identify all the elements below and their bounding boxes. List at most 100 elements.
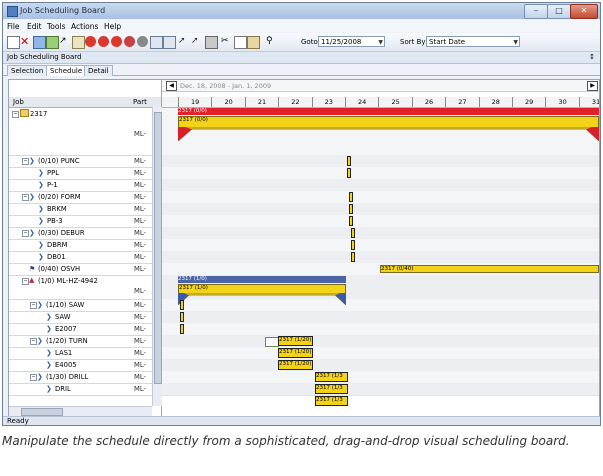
stop-gray-icon[interactable] — [137, 36, 148, 47]
table-row[interactable]: ❯ DRIL ML- — [9, 383, 161, 396]
operation-bar-osvh[interactable]: 2317 (0/40) — [380, 265, 599, 273]
table-row[interactable]: ❯ PB-3 ML- — [9, 215, 161, 228]
sortby-value: Start Date — [429, 38, 466, 46]
menu-tools[interactable]: Tools — [47, 22, 66, 31]
new-document-icon[interactable] — [7, 36, 20, 49]
collapse-icon[interactable]: − — [30, 374, 37, 381]
job-bar-2317[interactable]: 2317 (0/0) — [178, 108, 599, 115]
operation-bar-debur[interactable] — [351, 228, 355, 238]
paste-icon[interactable] — [247, 36, 260, 49]
job-column-header[interactable]: Job — [13, 98, 24, 106]
collapse-icon[interactable]: − — [30, 338, 37, 345]
operation-bar-db01[interactable] — [351, 252, 355, 262]
pin-icon[interactable]: ↕ — [589, 53, 595, 61]
vertical-scrollbar[interactable] — [152, 107, 162, 406]
stop-red-3-icon[interactable] — [111, 36, 122, 47]
table-row[interactable]: − ❯ (0/10) PUNC ML- — [9, 155, 161, 168]
table-row[interactable]: ❯ DBRM ML- — [9, 239, 161, 252]
find-icon[interactable]: ⚲ — [266, 36, 273, 46]
collapse-icon[interactable]: − — [22, 194, 29, 201]
table-row[interactable]: ❯ P-1 ML- — [9, 179, 161, 192]
table-row[interactable]: ❯ E2007 ML- — [9, 323, 161, 336]
operation-bar-saw[interactable] — [180, 300, 184, 310]
zoom-out-icon[interactable]: ↗ — [59, 36, 67, 46]
table-row[interactable]: ❯ SAW ML- — [9, 311, 161, 324]
date-range-bar: ◀ Dec. 18, 2008 - Jan. 1, 2009 ▶ — [162, 80, 599, 92]
table-row[interactable]: ⚑ (0/40) OSVH ML- — [9, 263, 161, 276]
app-icon — [7, 6, 18, 17]
grid-view-icon[interactable] — [150, 36, 163, 49]
maximize-button[interactable]: □ — [547, 4, 571, 19]
next-period-button[interactable]: ▶ — [587, 81, 598, 91]
collapse-icon[interactable]: − — [22, 230, 29, 237]
table-row[interactable]: ❯ LAS1 ML- — [9, 347, 161, 360]
operation-bar-e2007[interactable] — [180, 324, 184, 334]
table-row[interactable]: − ❯ (0/20) FORM ML- — [9, 191, 161, 204]
operation-bar-dril-2[interactable]: 2317 (1/3 — [315, 396, 348, 406]
operation-bar-e4005[interactable]: 2317 (1/20) — [278, 360, 313, 370]
table-row[interactable]: − ▲ (1/0) ML-HZ-4942 ML- — [9, 275, 161, 300]
operation-bar-las1[interactable]: 2317 (1/20) — [278, 348, 313, 358]
properties-icon[interactable] — [33, 36, 46, 49]
goto-date-field[interactable]: 11/25/2008 ▼ — [318, 36, 385, 47]
cut-icon[interactable]: ✂ — [221, 36, 229, 46]
table-row[interactable]: − ❯ (1/10) SAW ML- — [9, 299, 161, 312]
stop-red-icon[interactable] — [85, 36, 96, 47]
print-icon[interactable] — [205, 36, 218, 49]
collapse-icon[interactable]: − — [22, 158, 29, 165]
part-number: ML- — [134, 157, 146, 165]
tab-schedule[interactable]: Schedule — [46, 65, 87, 76]
report-icon[interactable] — [46, 36, 59, 49]
stop-red-2-icon[interactable] — [98, 36, 109, 47]
operation-bar-drill[interactable]: 2317 (1/3 — [315, 372, 348, 382]
list-view-icon[interactable] — [163, 36, 176, 49]
day-column-header: 24 — [345, 97, 378, 107]
operation-bar-ppl[interactable] — [347, 168, 351, 178]
operation-bar-turn[interactable]: 2317 (1/20) — [278, 336, 313, 346]
job-name: 2317 — [30, 110, 48, 118]
copy-icon[interactable] — [234, 36, 247, 49]
job-list-pane: Job Part − 2317 ML- − ❯ (0/10) PUNC ML- … — [9, 80, 162, 416]
operation-bar-dril[interactable]: 2317 (1/3 — [315, 384, 348, 394]
job-bar-hz4942[interactable]: 2317 (1/0) — [178, 276, 346, 283]
horizontal-scrollbar[interactable] — [9, 406, 152, 416]
table-row[interactable]: − ❯ (0/30) DEBUR ML- — [9, 227, 161, 240]
status-bar: Ready — [3, 416, 600, 425]
delete-icon[interactable]: ✕ — [20, 35, 30, 48]
minimize-button[interactable]: – — [524, 4, 548, 19]
menu-edit[interactable]: Edit — [27, 22, 42, 31]
operation-bar-punc[interactable] — [347, 156, 351, 166]
table-row[interactable]: ❯ PPL ML- — [9, 167, 161, 180]
close-button[interactable]: ✕ — [570, 4, 598, 19]
previous-period-button[interactable]: ◀ — [166, 81, 177, 91]
scroll-thumb[interactable] — [154, 112, 162, 384]
stop-red-4-icon[interactable] — [124, 36, 135, 47]
table-row[interactable]: − ❯ (1/20) TURN ML- — [9, 335, 161, 348]
selection-marker[interactable] — [265, 337, 279, 347]
pen-icon[interactable]: ➚ — [191, 36, 199, 46]
operation-bar-saw-res[interactable] — [180, 312, 184, 322]
operation-bar-dbrm[interactable] — [351, 240, 355, 250]
tab-selection[interactable]: Selection — [7, 65, 48, 76]
table-row[interactable]: ❯ E4005 ML- — [9, 359, 161, 372]
part-column-header[interactable]: Part — [133, 98, 147, 106]
collapse-icon[interactable]: − — [22, 278, 29, 285]
calendar-icon[interactable] — [72, 36, 85, 49]
operation-bar-brkm[interactable] — [349, 204, 353, 214]
table-row[interactable]: − ❯ (1/30) DRILL ML- — [9, 371, 161, 384]
scroll-thumb[interactable] — [21, 408, 63, 416]
menu-help[interactable]: Help — [104, 22, 122, 31]
menu-file[interactable]: File — [7, 22, 20, 31]
table-row[interactable]: ❯ DB01 ML- — [9, 251, 161, 264]
tab-detail[interactable]: Detail — [84, 65, 113, 76]
collapse-icon[interactable]: − — [30, 302, 37, 309]
table-row[interactable]: ❯ BRKM ML- — [9, 203, 161, 216]
operation-bar-form[interactable] — [349, 192, 353, 202]
collapse-icon[interactable]: − — [12, 111, 19, 118]
wand-icon[interactable]: ➚ — [178, 36, 186, 46]
table-row[interactable]: − 2317 ML- — [9, 108, 161, 156]
menu-actions[interactable]: Actions — [71, 22, 99, 31]
part-number: ML- — [134, 301, 146, 309]
sortby-select[interactable]: Start Date ▼ — [426, 36, 520, 47]
operation-bar-pb3[interactable] — [349, 216, 353, 226]
